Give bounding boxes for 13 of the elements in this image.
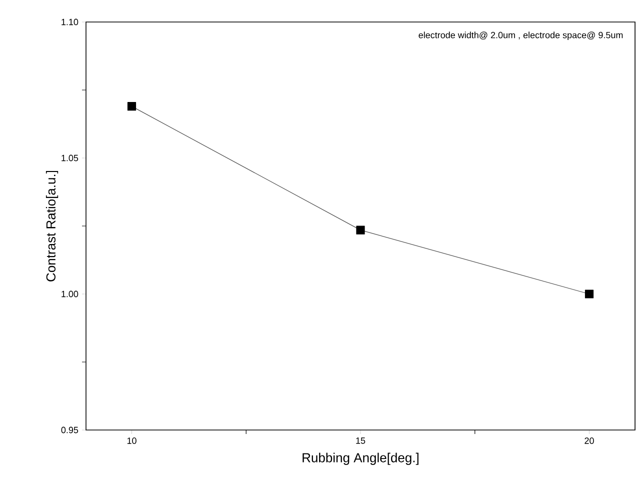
y-tick-label: 1.05: [62, 154, 78, 162]
x-axis-title: Rubbing Angle[deg.]: [302, 452, 418, 465]
annotation: electrode width@ 2.0um , electrode space@ 9.5um: [418, 32, 623, 40]
x-tick-label: 20: [584, 438, 594, 444]
x-tick-label: 10: [127, 438, 136, 444]
y-tick-label: 1.00: [62, 290, 78, 298]
point: [127, 102, 136, 111]
point: [356, 226, 365, 234]
point: [584, 290, 594, 298]
y-tick-label: 0.95: [61, 426, 78, 434]
y-tick-label: 1.10: [62, 18, 78, 26]
y-axis-title: Contrast Ratio[a.u.]: [46, 170, 58, 282]
x-tick-label: 15: [356, 438, 366, 444]
